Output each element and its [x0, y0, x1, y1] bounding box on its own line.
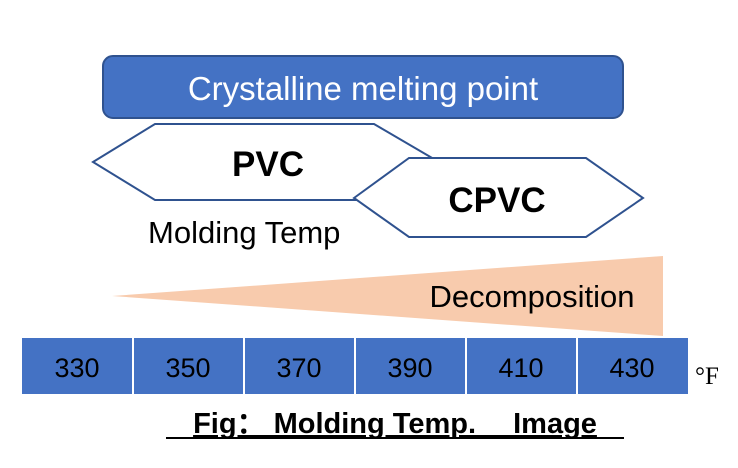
scale-value-label: 390 — [387, 353, 432, 383]
scale-value-label: 410 — [498, 353, 543, 383]
scale-cell — [577, 338, 688, 394]
scale-value-label: 430 — [609, 353, 654, 383]
cpvc-label: CPVC — [448, 181, 545, 220]
melting-point-label: Crystalline melting point — [188, 70, 538, 107]
scale-cell — [244, 338, 355, 394]
decomposition-wedge — [112, 256, 663, 336]
scale-value-label: 330 — [54, 353, 99, 383]
pvc-label: PVC — [232, 145, 304, 184]
scale-cell — [133, 338, 244, 394]
cpvc-hexagon — [352, 157, 645, 238]
molding-temp-label: Molding Temp — [148, 215, 340, 250]
scale-cell — [355, 338, 466, 394]
scale-cell — [466, 338, 577, 394]
melting-point-bar — [102, 55, 624, 119]
figure-caption: Fig： Molding Temp. Image — [193, 408, 597, 440]
decomposition-label: Decomposition — [429, 279, 634, 314]
unit-label: °F — [695, 363, 719, 390]
scale-cell — [22, 338, 133, 394]
scale-value-label: 370 — [276, 353, 321, 383]
temperature-scale: 330 350 370 390 410 430 — [22, 338, 688, 394]
scale-value-label: 350 — [165, 353, 210, 383]
